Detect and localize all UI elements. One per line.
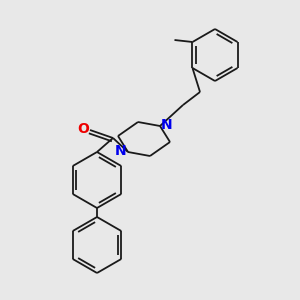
Text: N: N: [161, 118, 173, 132]
Text: N: N: [115, 144, 127, 158]
Text: O: O: [77, 122, 89, 136]
